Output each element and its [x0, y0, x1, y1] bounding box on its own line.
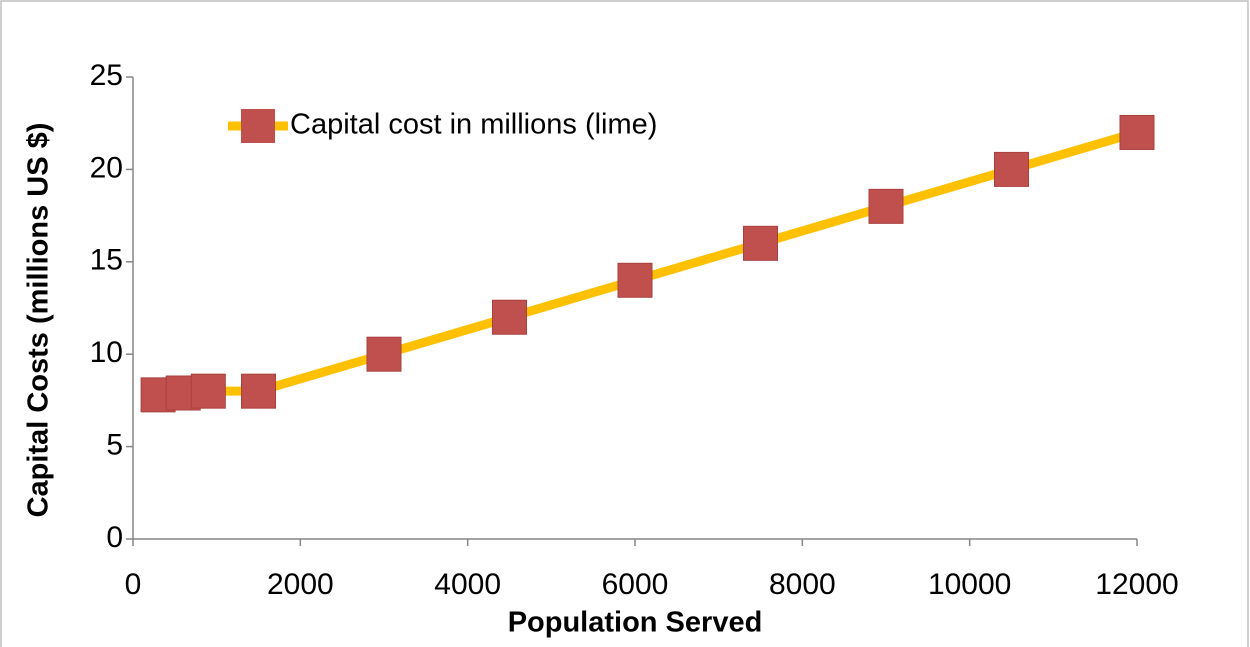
- marker: [743, 225, 778, 261]
- marker: [492, 299, 527, 335]
- x-tick-label: 6000: [602, 568, 669, 601]
- y-tick-label: 10: [90, 336, 123, 369]
- legend-label: Capital cost in millions (lime): [290, 109, 657, 141]
- y-tick-label: 0: [106, 521, 123, 554]
- y-tick-label: 5: [106, 429, 123, 462]
- x-tick-label: 12000: [1095, 568, 1178, 601]
- marker: [1119, 114, 1155, 150]
- marker: [190, 373, 226, 409]
- marker: [241, 373, 276, 409]
- x-tick-label: 4000: [434, 568, 501, 601]
- y-tick-label: 25: [90, 59, 123, 92]
- marker: [868, 188, 904, 224]
- marker: [617, 262, 653, 298]
- marker: [994, 151, 1029, 187]
- y-tick-label: 20: [90, 151, 123, 184]
- x-tick-label: 0: [125, 568, 142, 601]
- x-tick-label: 2000: [267, 568, 334, 601]
- marker: [366, 336, 402, 372]
- x-tick-label: 8000: [769, 568, 836, 601]
- y-tick-label: 15: [90, 244, 123, 277]
- x-tick-label: 10000: [928, 568, 1011, 601]
- x-axis-title: Population Served: [508, 607, 763, 639]
- legend-marker: [241, 109, 275, 143]
- y-axis-title: Capital Costs (millions US $): [23, 123, 55, 518]
